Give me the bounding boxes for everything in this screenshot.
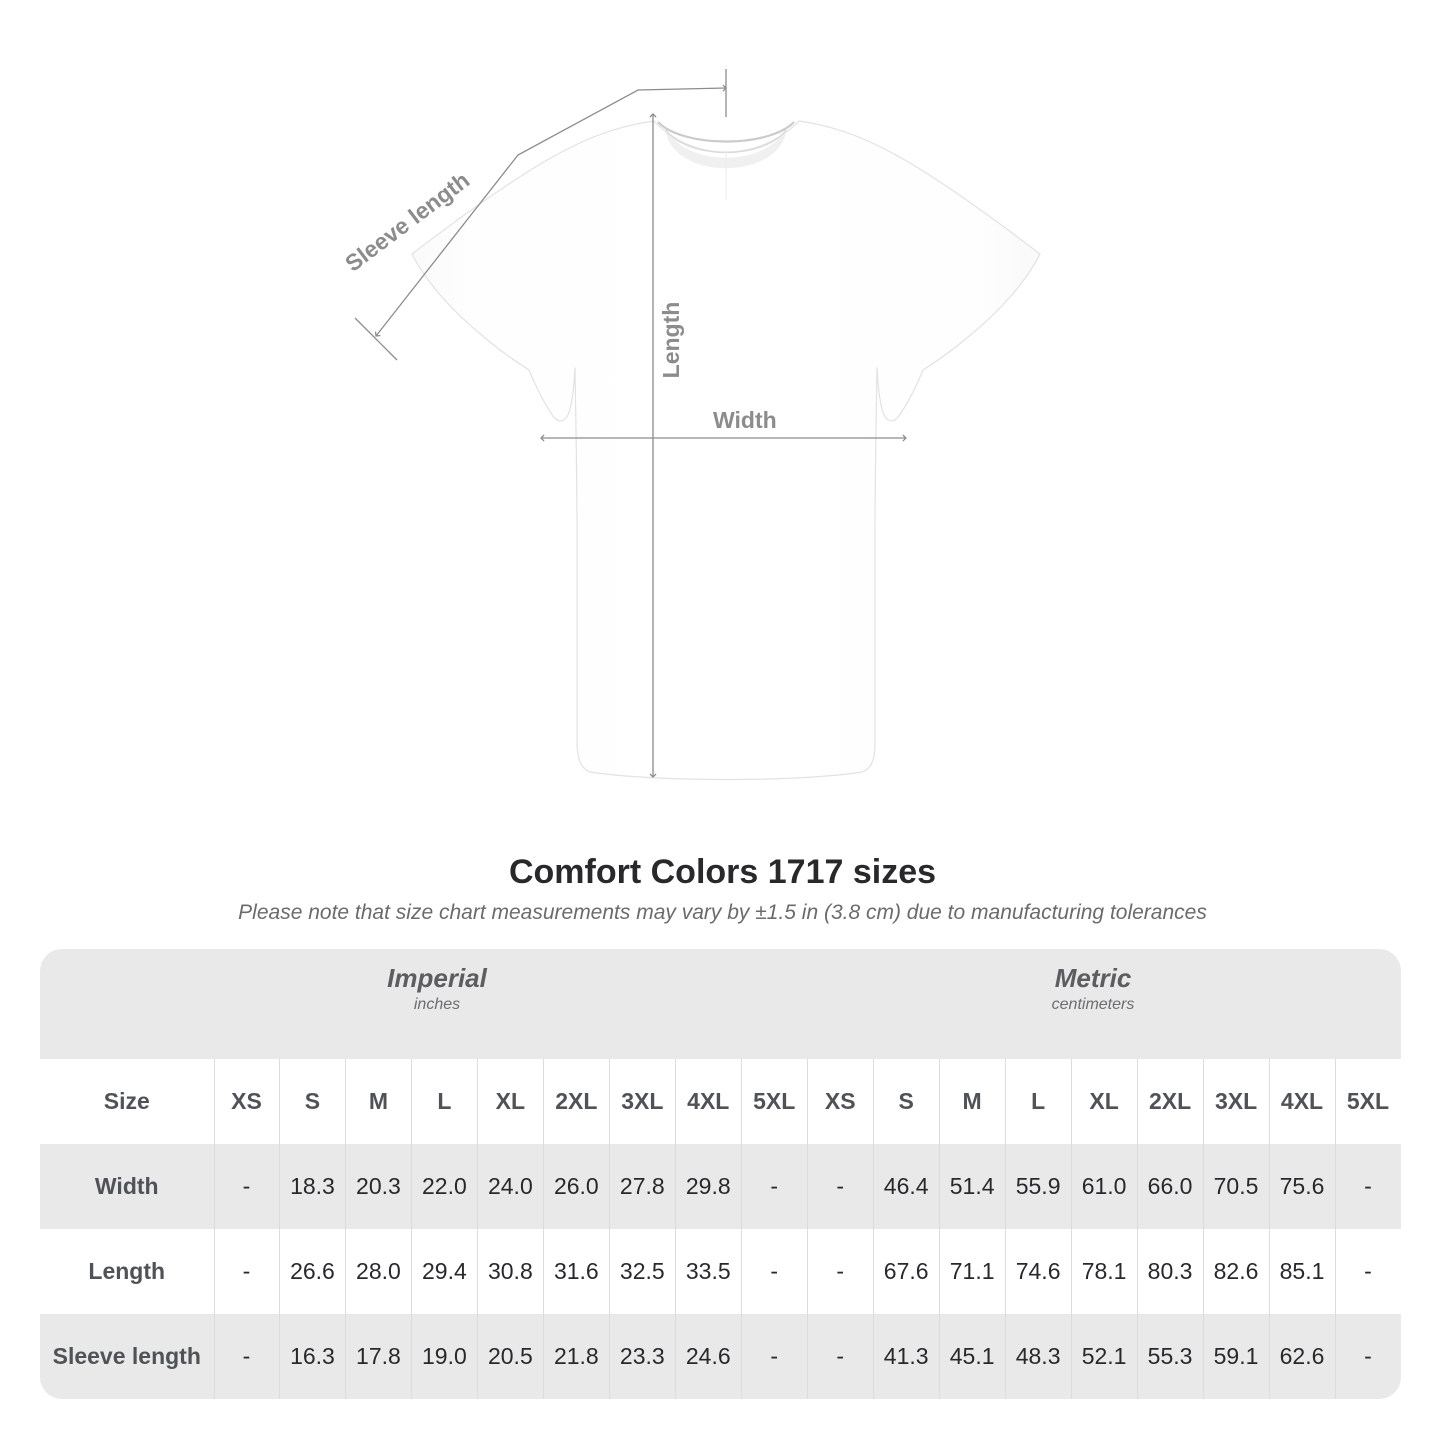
svg-text:Length: Length [658, 302, 684, 379]
svg-text:Width: Width [713, 407, 777, 433]
